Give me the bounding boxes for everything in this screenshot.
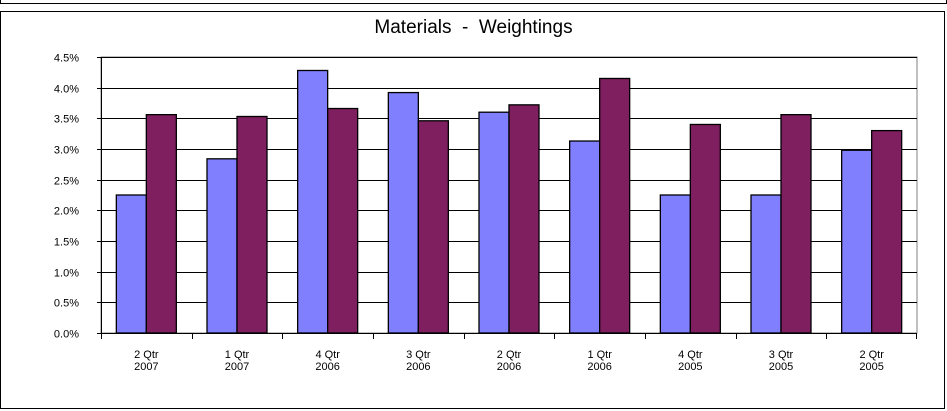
- x-tick-label: 2005: [678, 361, 702, 373]
- bar-series-2: [599, 77, 631, 334]
- bar-series-1: [569, 140, 601, 334]
- y-tick-label: 2.0%: [54, 206, 79, 218]
- bar-series-2: [236, 115, 268, 334]
- bar-series-2: [508, 104, 540, 334]
- x-tick-label: 2007: [225, 361, 249, 373]
- x-tick-label: 2006: [406, 361, 430, 373]
- x-tick-label: 2006: [587, 361, 611, 373]
- x-tick-label: 2 Qtr: [497, 349, 522, 361]
- x-tick-label: 1 Qtr: [587, 349, 612, 361]
- bar-series-2: [417, 120, 449, 334]
- bar-series-1: [478, 111, 510, 334]
- x-tick-label: 3 Qtr: [406, 349, 431, 361]
- bar-series-1: [206, 158, 238, 334]
- y-tick-label: 4.0%: [54, 84, 79, 96]
- x-tick-label: 4 Qtr: [315, 349, 340, 361]
- y-tick-label: 4.5%: [54, 53, 79, 65]
- x-tick-label: 2005: [769, 361, 793, 373]
- x-tick-label: 4 Qtr: [678, 349, 703, 361]
- x-tick-label: 2 Qtr: [134, 349, 159, 361]
- bar-series-2: [780, 114, 812, 334]
- x-tick-label: 2006: [315, 361, 339, 373]
- y-tick-label: 1.0%: [54, 268, 79, 280]
- x-tick-label: 2 Qtr: [859, 349, 884, 361]
- x-tick-label: 3 Qtr: [769, 349, 794, 361]
- bar-series-1: [297, 69, 329, 334]
- y-tick-label: 2.5%: [54, 176, 79, 188]
- bar-series-1: [115, 194, 147, 334]
- bar-series-2: [871, 129, 903, 334]
- bar-series-1: [659, 194, 691, 334]
- y-tick-label: 0.0%: [54, 329, 79, 341]
- chart-title: Materials - Weightings: [374, 17, 573, 38]
- bar-series-2: [327, 107, 359, 334]
- bar-series-1: [750, 194, 782, 334]
- x-tick-label: 1 Qtr: [225, 349, 250, 361]
- y-tick-label: 3.0%: [54, 145, 79, 157]
- x-tick-label: 2005: [859, 361, 883, 373]
- bar-series-1: [841, 149, 873, 334]
- bar-series-2: [689, 123, 721, 334]
- bar-series-2: [145, 114, 177, 334]
- x-tick-label: 2006: [497, 361, 521, 373]
- bar-series-1: [387, 91, 419, 334]
- x-tick-label: 2007: [134, 361, 158, 373]
- y-tick-label: 0.5%: [54, 298, 79, 310]
- y-tick-label: 1.5%: [54, 237, 79, 249]
- y-tick-label: 3.5%: [54, 114, 79, 126]
